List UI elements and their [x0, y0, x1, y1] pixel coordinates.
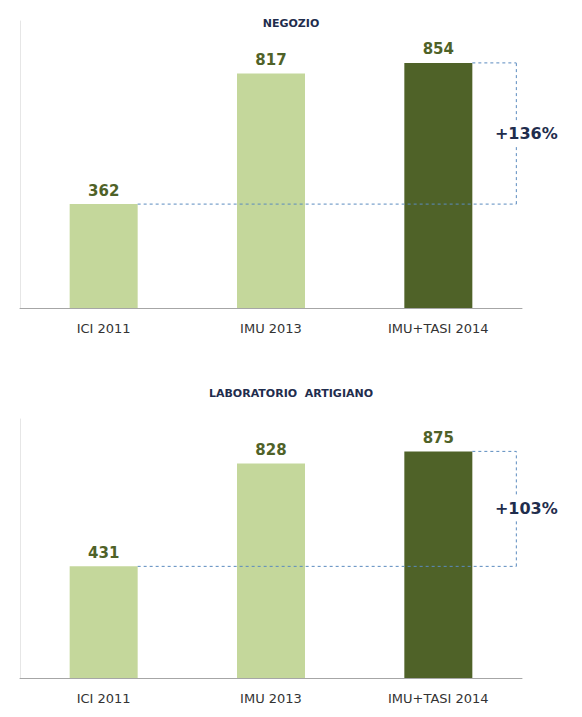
svg-text:IMU+TASI 2014: IMU+TASI 2014: [388, 321, 489, 336]
svg-text:817: 817: [255, 51, 286, 69]
svg-text:854: 854: [423, 40, 454, 58]
svg-text:ICI 2011: ICI 2011: [77, 321, 131, 336]
svg-text:828: 828: [255, 441, 286, 459]
svg-text:362: 362: [88, 182, 119, 200]
svg-text:875: 875: [423, 429, 454, 447]
svg-text:+136%: +136%: [495, 124, 558, 143]
svg-text:IMU+TASI 2014: IMU+TASI 2014: [388, 691, 489, 706]
svg-text:ICI 2011: ICI 2011: [77, 691, 131, 706]
svg-text:+103%: +103%: [495, 499, 558, 518]
svg-text:431: 431: [88, 544, 119, 562]
svg-text:IMU 2013: IMU 2013: [240, 321, 302, 336]
svg-text:NEGOZIO: NEGOZIO: [263, 17, 320, 30]
svg-text:IMU 2013: IMU 2013: [240, 691, 302, 706]
svg-text:LABORATORIO ARTIGIANO: LABORATORIO ARTIGIANO: [209, 387, 373, 400]
